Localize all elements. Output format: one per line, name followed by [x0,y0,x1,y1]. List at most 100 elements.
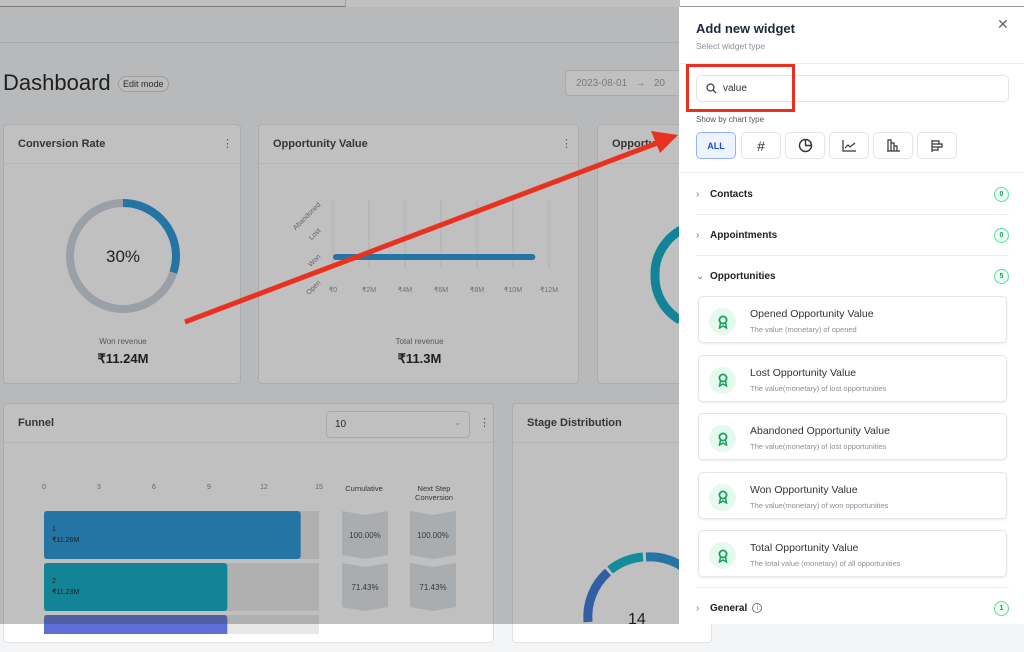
browser-top-strip [0,0,1024,7]
chart-type-all[interactable]: ALL [696,132,736,159]
x-tick-label: ₹8M [470,286,484,294]
funnel-count-select[interactable]: 10 ⌄ [326,411,470,438]
opportunity-value-card: Opportunity Value ⋮ ₹0 ₹2M ₹4M ₹6M ₹8M ₹10M ₹1… [258,124,579,384]
x-tick-label: ₹0 [329,286,337,294]
more-icon[interactable]: ⋮ [222,138,233,150]
total-revenue-value: ₹11.3M [397,351,442,366]
widget-item-title: Lost Opportunity Value [750,366,857,379]
funnel-bar-value: ₹11.26M [52,536,79,544]
card-title: Funnel [18,417,55,429]
x-tick-label: 12 [260,484,268,491]
widget-item-description: The value (monetary) of opened [750,325,857,334]
count-badge: 0 [994,228,1009,243]
close-icon[interactable]: ✕ [997,16,1009,32]
x-tick-label: 3 [97,484,101,491]
x-tick-label: 6 [152,484,156,491]
chart-type-pie[interactable] [785,132,825,159]
panel-title: Add new widget [696,21,795,36]
widget-item[interactable]: Won Opportunity Value The value(monetary)… [698,471,1007,519]
section-general[interactable]: › General i 1 [696,588,1009,628]
x-tick-label: ₹10M [504,286,522,294]
page-title: Dashboard [3,70,111,95]
funnel-bar [44,511,301,559]
chevron-right-icon: › [696,602,700,614]
annotation-highlight-box [686,64,795,112]
section-contacts[interactable]: › Contacts 0 [696,175,1009,215]
conversion-value: 30% [105,247,141,266]
stage-distribution-card: Stage Distribution 14 [512,403,712,643]
next-step-cell: 71.43% [410,563,456,611]
section-label: Contacts [710,189,753,200]
bar-chart-icon [886,139,900,152]
section-label: General [710,602,748,614]
horizontal-bar-icon [930,139,943,152]
x-tick-label: ₹6M [434,286,448,294]
total-revenue-label: Total revenue [395,337,444,346]
widget-item-title: Abandoned Opportunity Value [750,425,890,437]
card-title: Opportunity Value [273,138,368,150]
won-revenue-value: ₹11.24M [97,351,149,366]
next-step-header: Next Step Conversion [415,484,453,502]
chart-type-line[interactable] [829,132,869,159]
edit-mode-badge[interactable]: Edit mode [118,76,169,92]
section-opportunities[interactable]: ⌄ Opportunities 5 [696,256,1009,296]
award-icon [709,366,736,394]
x-tick-label: 9 [207,484,211,491]
chevron-down-icon: ⌄ [454,418,461,427]
pie-icon [798,138,812,153]
x-tick-label: 15 [315,484,323,491]
funnel-bar [44,563,228,611]
card-title: Conversion Rate [18,138,106,150]
conversion-rate-card: Conversion Rate ⋮ 30% Won revenue ₹11.24… [3,124,241,384]
more-icon[interactable]: ⋮ [561,138,572,150]
widget-item[interactable]: Lost Opportunity Value The value(monetary… [698,354,1007,402]
arrow-icon: → [635,78,646,89]
date-range-picker[interactable]: 2023-08-01 → 20 [565,70,695,96]
search-value: value [723,83,747,94]
widget-item[interactable]: Total Opportunity Value The total value (… [698,530,1007,577]
x-tick-label: 0 [42,484,46,491]
app-header [0,7,680,43]
widget-item-description: The value(monetary) of won opportunities [750,500,889,510]
panel-subtitle: Select widget type [696,41,765,51]
widget-item[interactable]: Opened Opportunity Value The value (monet… [698,296,1007,343]
widget-item[interactable]: Abandoned Opportunity Value The value(mon… [698,413,1007,460]
x-tick-label: ₹2M [362,286,376,294]
line-chart-icon [841,140,856,152]
widget-item-description: The value(monetary) of lost opportunitie… [750,383,887,393]
select-value: 10 [335,419,347,430]
cumulative-header: Cumulative [345,484,383,493]
widget-item-title: Opened Opportunity Value [750,308,874,320]
info-icon[interactable]: i [752,603,763,613]
chart-type-number[interactable]: # [741,132,781,159]
widget-search-input[interactable]: value [696,75,1009,102]
widget-item-description: The value(monetary) of lost opportunitie… [750,442,887,451]
card-title: Stage Distribution [527,417,622,429]
chart-type-label: Show by chart type [696,115,765,124]
funnel-bar-label: 2 [52,578,56,585]
chevron-right-icon: › [696,230,700,241]
date-to: 20 [653,78,665,89]
bar-won [333,254,536,260]
date-from: 2023-08-01 [576,78,628,89]
chart-type-bar[interactable] [873,132,913,159]
widget-item-title: Won Opportunity Value [750,483,858,496]
gauge-fill [66,199,180,313]
cumulative-cell: 100.00% [342,511,388,559]
funnel-bar-value: ₹11.23M [52,588,79,596]
count-badge: 0 [994,187,1009,202]
conversion-gauge [66,199,180,313]
search-icon [706,83,717,94]
widget-item-title: Total Opportunity Value [750,542,859,554]
section-appointments[interactable]: › Appointments 0 [696,216,1009,256]
chevron-right-icon: › [696,189,700,200]
count-badge: 1 [994,600,1009,616]
award-icon [709,483,736,511]
award-icon [709,425,736,452]
won-revenue-label: Won revenue [99,337,147,346]
browser-tab[interactable] [345,0,680,7]
chart-type-horizontal-bar[interactable] [917,132,957,159]
x-tick-label: ₹12M [540,286,558,294]
award-icon [709,308,736,335]
more-icon[interactable]: ⋮ [479,417,490,429]
